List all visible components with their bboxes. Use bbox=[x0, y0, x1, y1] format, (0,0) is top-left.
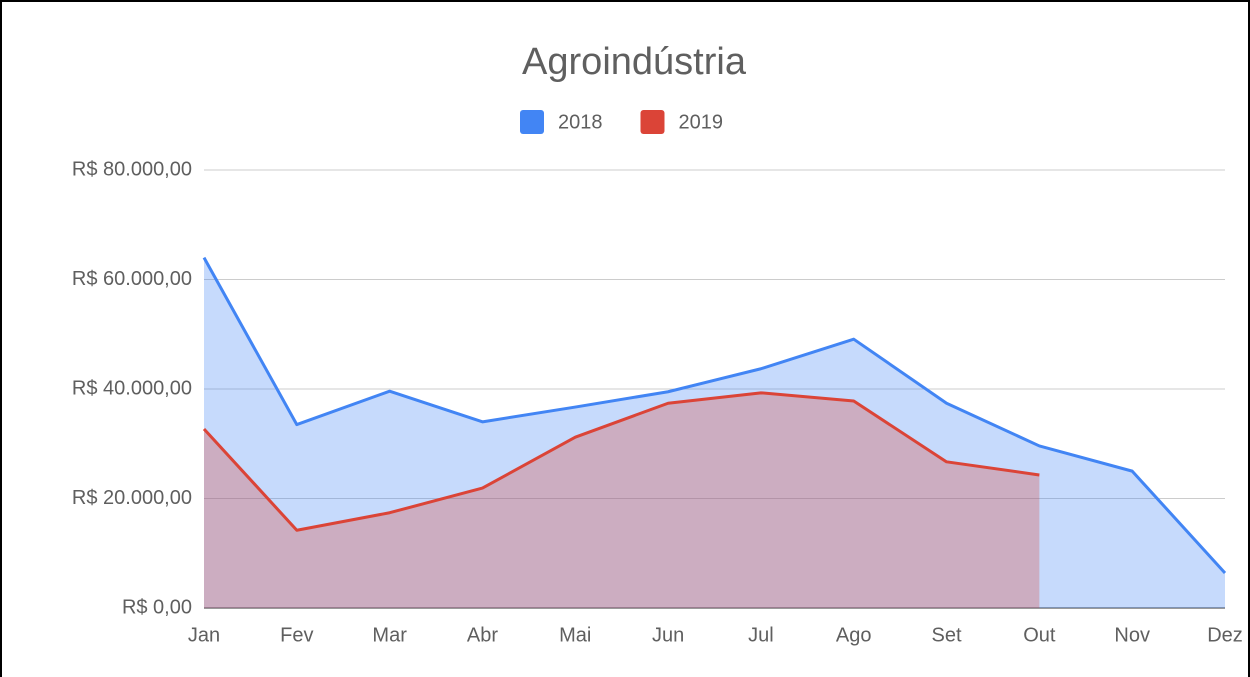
legend-label: 2019 bbox=[679, 111, 724, 133]
x-tick-label: Jul bbox=[748, 624, 774, 646]
x-tick-label: Set bbox=[932, 624, 962, 646]
area-fill bbox=[204, 392, 1040, 608]
y-tick-label: R$ 60.000,00 bbox=[72, 268, 192, 290]
y-tick-label: R$ 0,00 bbox=[122, 596, 192, 618]
x-tick-label: Fev bbox=[280, 624, 313, 646]
x-tick-label: Nov bbox=[1114, 624, 1150, 646]
y-tick-label: R$ 80.000,00 bbox=[72, 158, 192, 180]
x-tick-label: Jan bbox=[188, 624, 220, 646]
y-tick-label: R$ 20.000,00 bbox=[72, 487, 192, 509]
x-tick-label: Out bbox=[1023, 624, 1056, 646]
legend-swatch bbox=[640, 110, 665, 134]
legend-label: 2018 bbox=[558, 111, 603, 133]
area-fill bbox=[204, 257, 1225, 608]
y-tick-label: R$ 40.000,00 bbox=[72, 377, 192, 399]
x-tick-label: Dez bbox=[1207, 624, 1243, 646]
x-tick-label: Ago bbox=[836, 624, 872, 646]
x-tick-label: Abr bbox=[467, 624, 498, 646]
x-tick-label: Mai bbox=[559, 624, 591, 646]
area-line bbox=[202, 256, 1227, 574]
chart-title: Agroindústria bbox=[522, 41, 747, 83]
legend-swatch bbox=[520, 110, 544, 134]
x-tick-label: Jun bbox=[652, 624, 684, 646]
area-line bbox=[202, 391, 1040, 532]
x-tick-label: Mar bbox=[372, 624, 407, 646]
